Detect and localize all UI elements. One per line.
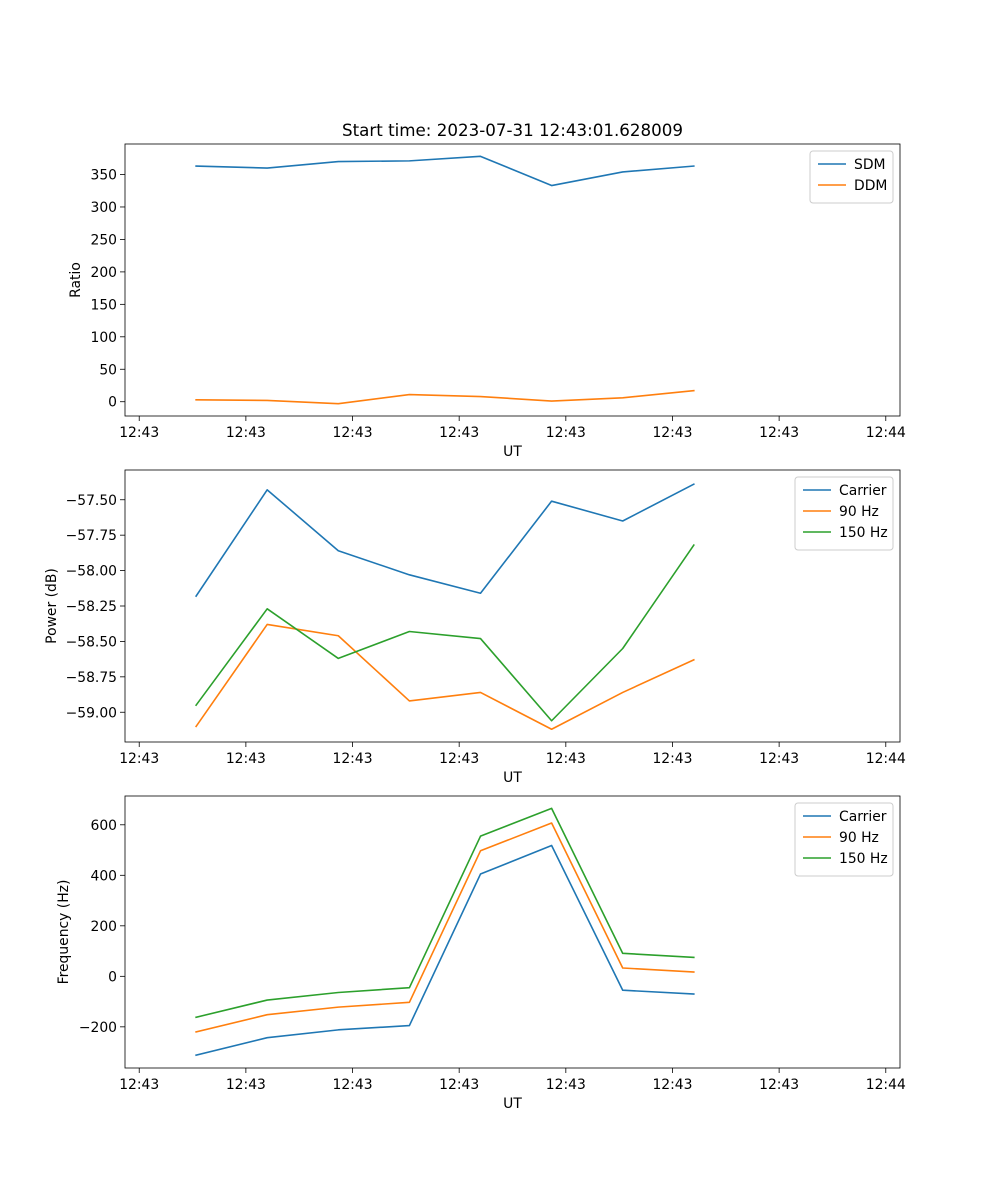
y-tick-label: −58.75: [66, 670, 117, 686]
x-tick-label: 12:43: [546, 751, 586, 767]
x-tick-label: 12:43: [652, 425, 692, 441]
y-tick-label: −200: [79, 1020, 117, 1036]
series-line-ddm: [195, 389, 695, 405]
y-tick-label: 100: [90, 330, 117, 346]
y-tick-label: 600: [90, 818, 117, 834]
axes-frame: [124, 143, 901, 417]
x-tick-label: 12:43: [439, 425, 479, 441]
chart-title: Start time: 2023-07-31 12:43:01.628009: [342, 120, 683, 140]
chart-panel-2: 12:43 12:43 12:43 12:43 12:43 12:43 12:43 12:44…: [44, 469, 906, 786]
y-tick-label: 200: [90, 919, 117, 935]
x-tick-label: 12:43: [439, 751, 479, 767]
y-tick-label: 400: [90, 868, 117, 884]
legend: Carrier 90 Hz 150 Hz: [794, 802, 894, 877]
legend-label: SDM: [854, 157, 886, 173]
legend-label: DDM: [854, 178, 887, 194]
x-tick-label: 12:43: [119, 751, 159, 767]
legend-label: 150 Hz: [839, 525, 888, 541]
x-tick-label: 12:43: [119, 1077, 159, 1093]
axes-frame: [124, 795, 901, 1069]
legend-label: 90 Hz: [839, 830, 879, 846]
y-tick-label: 150: [90, 297, 117, 313]
y-tick-label: 0: [108, 969, 117, 985]
x-tick-label: 12:43: [226, 1077, 266, 1093]
y-tick-label: −58.25: [66, 599, 117, 615]
y-tick-label: 50: [99, 362, 117, 378]
legend-label: Carrier: [839, 483, 887, 499]
x-tick-label: 12:43: [333, 425, 373, 441]
chart-panel-1: 12:43 12:43 12:43 12:43 12:43 12:43 12:43 12:44…: [68, 120, 906, 460]
y-tick-label: −57.75: [66, 528, 117, 544]
x-tick-label: 12:43: [546, 1077, 586, 1093]
y-tick-label: 250: [90, 232, 117, 248]
series-line-90-hz: [194, 623, 695, 731]
y-tick-label: −59.00: [66, 705, 117, 721]
x-tick-label: 12:43: [333, 1077, 373, 1093]
y-tick-label: −57.50: [66, 493, 117, 509]
x-tick-label: 12:43: [119, 425, 159, 441]
legend-label: Carrier: [839, 809, 887, 825]
x-tick-label: 12:43: [226, 751, 266, 767]
series-line-150-hz: [195, 807, 695, 1019]
y-tick-label: 200: [90, 265, 117, 281]
y-axis-label: Ratio: [68, 262, 84, 298]
x-tick-label: 12:43: [652, 1077, 692, 1093]
legend-label: 90 Hz: [839, 504, 879, 520]
x-axis-label: UT: [503, 1096, 522, 1112]
x-tick-label: 12:43: [546, 425, 586, 441]
y-axis-label: Frequency (Hz): [56, 880, 72, 985]
x-tick-label: 12:43: [759, 1077, 799, 1093]
y-tick-label: 350: [90, 168, 117, 184]
x-tick-label: 12:44: [866, 425, 906, 441]
series-line-sdm: [195, 155, 695, 187]
x-tick-label: 12:43: [226, 425, 266, 441]
x-tick-label: 12:43: [652, 751, 692, 767]
y-axis-label: Power (dB): [44, 568, 60, 644]
series-line-carrier: [195, 844, 695, 1057]
legend-label: 150 Hz: [839, 851, 888, 867]
series-line-90-hz: [195, 822, 695, 1033]
x-axis-label: UT: [503, 444, 522, 460]
y-tick-label: 0: [108, 395, 117, 411]
legend: SDM DDM: [809, 150, 894, 204]
y-tick-label: −58.50: [66, 634, 117, 650]
legend: Carrier 90 Hz 150 Hz: [794, 476, 894, 551]
y-tick-label: 300: [90, 200, 117, 216]
chart-panel-3: 12:43 12:43 12:43 12:43 12:43 12:43 12:43 12:44…: [56, 795, 906, 1112]
x-tick-label: 12:43: [759, 425, 799, 441]
y-tick-label: −58.00: [66, 564, 117, 580]
axes-frame: [124, 469, 901, 743]
series-line-carrier: [194, 483, 695, 598]
x-tick-label: 12:43: [333, 751, 373, 767]
x-tick-label: 12:44: [866, 1077, 906, 1093]
x-tick-label: 12:43: [759, 751, 799, 767]
series-line-150-hz: [194, 543, 695, 722]
x-tick-label: 12:44: [866, 751, 906, 767]
x-axis-label: UT: [503, 770, 522, 786]
x-tick-label: 12:43: [439, 1077, 479, 1093]
